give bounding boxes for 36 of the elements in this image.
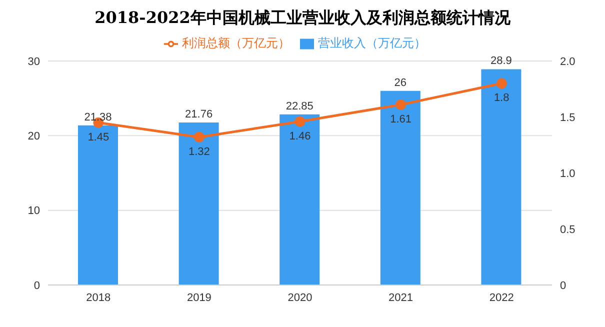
legend-label: 营业收入（万亿元） [318, 36, 426, 50]
legend-label: 利润总额（万亿元） [182, 36, 290, 50]
data-label: 22.85 [286, 100, 314, 112]
y2-tick-label: 0.5 [560, 224, 576, 236]
data-label: 21.38 [84, 111, 112, 124]
point [496, 78, 507, 89]
point [194, 132, 204, 142]
point [294, 116, 306, 127]
y-tick-label: 20 [28, 130, 40, 143]
bar [178, 122, 219, 285]
y2-tick-label: 1.0 [560, 168, 576, 180]
y-tick-label: 0 [34, 280, 40, 292]
data-label: 21.76 [185, 108, 213, 121]
bar [380, 90, 420, 285]
x-tick-label: 2020 [288, 292, 312, 304]
x-tick-label: 2018 [86, 292, 111, 304]
y2-tick-label: 2.0 [560, 56, 576, 68]
y2-tick-label: 1.5 [560, 112, 576, 124]
data-label: 1.61 [390, 113, 412, 126]
bar [481, 69, 522, 285]
data-label: 1.8 [494, 92, 510, 104]
y-tick-label: 10 [28, 205, 40, 218]
point [396, 99, 406, 110]
data-label: 26 [394, 76, 407, 89]
chart-title: 2018-2022年中国机械工业营业收入及利润总额统计情况 [94, 8, 512, 29]
data-label: 28.9 [490, 55, 512, 68]
bar [78, 125, 118, 285]
x-tick-label: 2021 [388, 292, 414, 304]
bar [280, 114, 320, 285]
y2-tick-label: 0 [560, 280, 566, 292]
data-label: 1.45 [88, 131, 110, 144]
x-tick-label: 2019 [186, 292, 212, 304]
data-label: 1.46 [289, 130, 311, 142]
data-label: 1.32 [188, 146, 210, 158]
y-tick-label: 30 [28, 56, 40, 68]
x-tick-label: 2022 [489, 292, 514, 304]
